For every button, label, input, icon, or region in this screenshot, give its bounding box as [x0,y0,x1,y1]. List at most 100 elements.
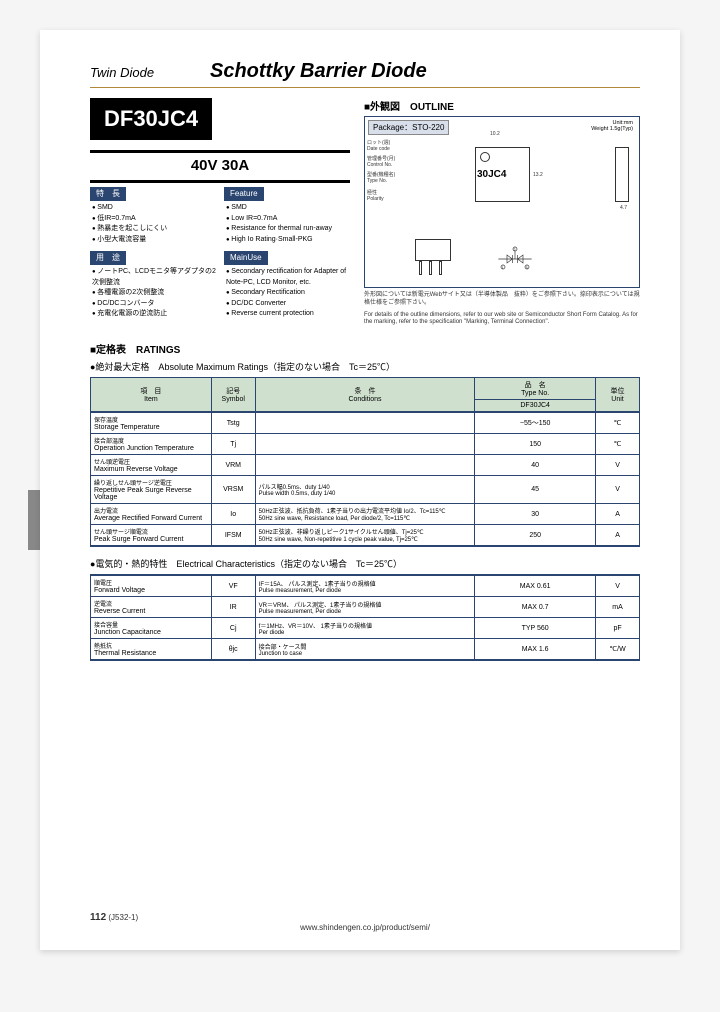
list-item: Reverse current protection [226,309,350,320]
cell-unit: mA [596,597,640,618]
list-item: DC/DCコンバータ [92,299,216,310]
cell-symbol: VF [211,575,255,597]
page-footer: 112 (J532-1) www.shindengen.co.jp/produc… [90,912,640,932]
features-en: Feature SMDLow IR=0.7mAResistance for th… [224,187,350,245]
cell-cond [255,434,475,455]
cell-value: 250 [475,525,596,547]
table-row: せん頭逆電圧Maximum Reverse VoltageVRM 40V [91,455,640,476]
outline-diagram: Package：STO-220 Unit:mm Weight 1.5g(Typ)… [364,116,640,288]
cell-cond [255,412,475,434]
svg-text:1: 1 [502,266,504,270]
th-symbol: 記号 Symbol [211,378,255,413]
list-item: 低IR=0.7mA [92,214,216,225]
cell-value: 40 [475,455,596,476]
package-label: Package：STO-220 [368,120,449,135]
cell-unit: V [596,575,640,597]
part-number-badge: DF30JC4 [90,98,212,140]
th-unit: 単位 Unit [596,378,640,413]
table-row: 逆電流Reverse CurrentIRVR＝VRM、 パルス測定、1素子当りの… [91,597,640,618]
cell-item: 熱抵抗Thermal Resistance [91,639,212,661]
table-row: 保存温度Storage TemperatureTstg −55〜150℃ [91,412,640,434]
abs-ratings-title: ●絶対最大定格 Absolute Maximum Ratings（指定のない場合… [90,360,640,373]
cell-cond: VR＝VRM、 パルス測定、1素子当りの規格値 Pulse measuremen… [255,597,475,618]
page-header: Twin Diode Schottky Barrier Diode [90,60,640,88]
cell-value: 45 [475,476,596,504]
cell-symbol: Tj [211,434,255,455]
datasheet-page: Twin Diode Schottky Barrier Diode DF30JC… [40,30,680,950]
list-item: 小型大電流容量 [92,235,216,246]
cell-item: 保存温度Storage Temperature [91,412,212,434]
features-jp: 特 長 SMD低IR=0.7mA熱暴走を起こしにくい小型大電流容量 [90,187,216,245]
elec-table: 順電圧Forward VoltageVFIF＝15A、 パルス測定、1素子当りの… [90,574,640,661]
package-drawing: ロット(週) Date code 管理番号(月) Control No. 型番(… [415,137,629,217]
dim-thick: 4.7 [620,205,627,211]
cell-value: −55〜150 [475,412,596,434]
dim-width: 10.2 [490,131,500,137]
cell-value: 150 [475,434,596,455]
list-item: Secondary rectification for Adapter of N… [226,267,350,288]
cell-symbol: IFSM [211,525,255,547]
cell-unit: ℃ [596,412,640,434]
list-item: High Io Rating·Small-PKG [226,235,350,246]
svg-text:2: 2 [514,248,516,252]
th-cond: 条 件 Conditions [255,378,475,413]
cell-item: 逆電流Reverse Current [91,597,212,618]
features-jp-label: 特 長 [90,187,126,201]
cell-value: 30 [475,504,596,525]
cell-symbol: VRM [211,455,255,476]
cell-symbol: VRSM [211,476,255,504]
list-item: Resistance for thermal run-away [226,224,350,235]
table-row: 接合部温度Operation Junction TemperatureTj 150… [91,434,640,455]
cell-cond: 50Hz正弦波、非繰り返しピーク1サイクルせん頭値、Tj=25℃ 50Hz si… [255,525,475,547]
diode-symbol-icon: 1 2 3 [495,244,535,274]
cell-item: 接合部温度Operation Junction Temperature [91,434,212,455]
th-item: 項 目 Item [91,378,212,413]
uses-en: MainUse Secondary rectification for Adap… [224,251,350,320]
table-row: 繰り返しせん頭サージ逆電圧Repetitive Peak Surge Rever… [91,476,640,504]
spec-summary: 40V 30A [90,157,350,174]
cell-unit: pF [596,618,640,639]
table-row: せん頭サージ順電流Peak Surge Forward CurrentIFSM5… [91,525,640,547]
svg-text:3: 3 [526,266,528,270]
cell-cond [255,455,475,476]
cell-unit: ℃ [596,434,640,455]
callout-type: 型番(機種名) Type No. [367,171,395,184]
doc-code: (J532-1) [108,913,138,922]
cell-item: 繰り返しせん頭サージ逆電圧Repetitive Peak Surge Rever… [91,476,212,504]
list-item: SMD [92,203,216,214]
chip-marking: 30JC4 [477,169,506,180]
cell-symbol: θjc [211,639,255,661]
cell-item: 接合容量Junction Capacitance [91,618,212,639]
callout-control: 管理番号(月) Control No. [367,155,395,168]
list-item: DC/DC Converter [226,299,350,310]
list-item: 熱暴走を起こしにくい [92,224,216,235]
cell-symbol: IR [211,597,255,618]
list-item: 各種電源の2次側整流 [92,288,216,299]
cell-symbol: Cj [211,618,255,639]
dim-height: 13.2 [533,172,543,178]
list-item: Secondary Rectification [226,288,350,299]
cell-cond: IF＝15A、 パルス測定、1素子当りの規格値 Pulse measuremen… [255,575,475,597]
uses-en-label: MainUse [224,251,268,265]
table-row: 熱抵抗Thermal Resistanceθjc接合部・ケース間 Junctio… [91,639,640,661]
cell-value: TYP 560 [475,618,596,639]
side-tab [28,490,40,550]
cell-symbol: Io [211,504,255,525]
left-column: DF30JC4 40V 30A 特 長 SMD低IR=0.7mA熱暴走を起こしに… [90,98,350,327]
callout-date: ロット(週) Date code [367,139,390,152]
chip-side-view [615,147,629,202]
cell-unit: ℃/W [596,639,640,661]
cell-value: MAX 0.61 [475,575,596,597]
list-item: 充電化電源の逆流防止 [92,309,216,320]
cell-unit: V [596,476,640,504]
abs-ratings-table: 項 目 Item 記号 Symbol 条 件 Conditions 品 名 Ty… [90,377,640,547]
cell-symbol: Tstg [211,412,255,434]
outline-title: ■外観図 OUTLINE [364,98,640,113]
cell-value: MAX 1.6 [475,639,596,661]
cell-unit: V [596,455,640,476]
page-number: 112 [90,912,106,923]
cell-item: せん頭逆電圧Maximum Reverse Voltage [91,455,212,476]
page-title: Schottky Barrier Diode [210,60,427,83]
cell-cond: 50Hz正弦波、抵抗負荷、1素子当りの出力電流平均値 Io/2、Tc=115℃ … [255,504,475,525]
pins-drawing: 1 2 3 [405,239,505,279]
